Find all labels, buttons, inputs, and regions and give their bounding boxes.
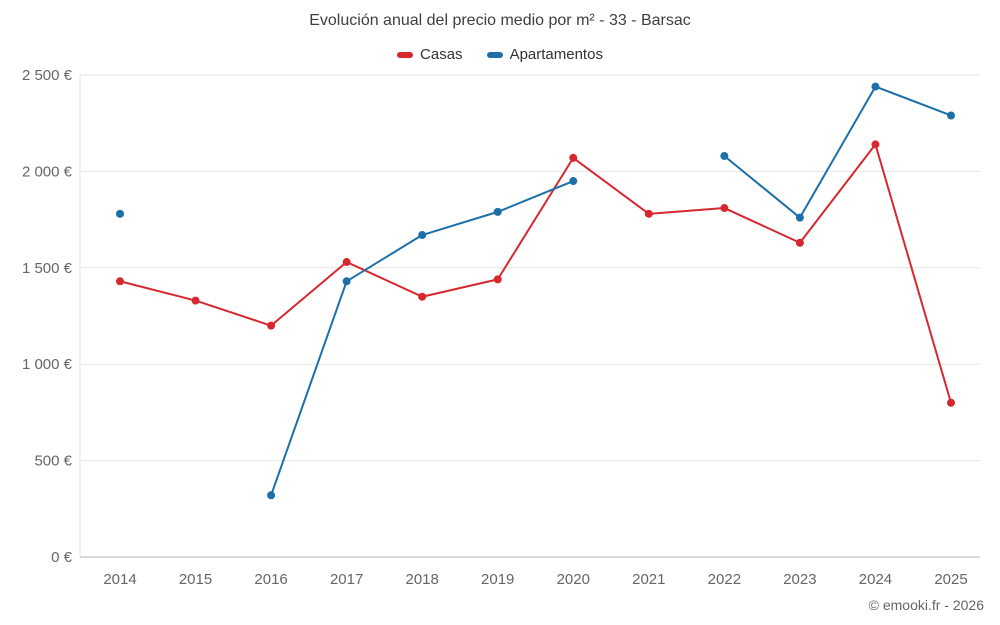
x-tick-label: 2020 (557, 571, 590, 588)
apartamentos-point[interactable] (720, 151, 729, 160)
casas-line (119, 143, 952, 404)
casas-color-swatch (397, 51, 414, 58)
y-tick-label: 0 € (51, 549, 73, 566)
casas-point[interactable] (418, 292, 427, 301)
x-tick-label: 2016 (254, 571, 287, 588)
x-tick-label: 2025 (934, 571, 967, 588)
x-tick-label: 2021 (632, 571, 665, 588)
casas-point[interactable] (342, 258, 351, 267)
apartamentos-point[interactable] (947, 111, 955, 120)
casas-point[interactable] (795, 238, 804, 247)
x-tick-label: 2014 (103, 571, 136, 588)
casas-point[interactable] (267, 321, 276, 330)
apartamentos-point[interactable] (493, 207, 502, 216)
apartamentos-point[interactable] (871, 82, 880, 91)
apartamentos-point[interactable] (795, 213, 804, 222)
casas-point[interactable] (191, 296, 200, 305)
apartamentos-point[interactable] (418, 231, 427, 240)
apartamentos-point[interactable] (342, 277, 351, 286)
casas-point[interactable] (947, 398, 955, 407)
legend-label-apartamentos: Apartamentos (509, 46, 603, 63)
legend-label-casas: Casas (420, 46, 463, 63)
x-tick-label: 2015 (179, 571, 212, 588)
casas-point[interactable] (644, 209, 653, 218)
x-tick-label: 2019 (481, 571, 514, 588)
x-tick-label: 2022 (708, 571, 741, 588)
apartamentos-point[interactable] (267, 491, 276, 500)
casas-point[interactable] (871, 140, 880, 149)
chart-title: Evolución anual del precio medio por m² … (309, 12, 691, 29)
apartamentos-color-swatch (486, 51, 503, 58)
y-tick-label: 500 € (34, 453, 72, 470)
casas-point[interactable] (720, 204, 729, 213)
y-tick-label: 2 000 € (22, 163, 73, 180)
apartamentos-point[interactable] (569, 177, 578, 186)
apartamentos-line (723, 85, 952, 219)
x-tick-label: 2023 (783, 571, 816, 588)
x-tick-label: 2018 (405, 571, 438, 588)
apartamentos-point[interactable] (116, 209, 124, 218)
apartamentos-line (270, 180, 575, 497)
casas-point[interactable] (569, 153, 578, 162)
y-tick-label: 1 000 € (22, 356, 73, 373)
casas-point[interactable] (493, 275, 502, 284)
copyright-text: © emooki.fr - 2026 (868, 597, 984, 613)
y-tick-label: 2 500 € (22, 67, 73, 84)
y-tick-label: 1 500 € (22, 260, 73, 277)
x-tick-label: 2017 (330, 571, 363, 588)
x-tick-label: 2024 (859, 571, 892, 588)
casas-point[interactable] (116, 277, 124, 286)
legend-item-apartamentos[interactable]: Apartamentos (486, 46, 603, 63)
legend-item-casas[interactable]: Casas (397, 46, 463, 63)
chart-legend: Casas Apartamentos (0, 46, 1000, 63)
